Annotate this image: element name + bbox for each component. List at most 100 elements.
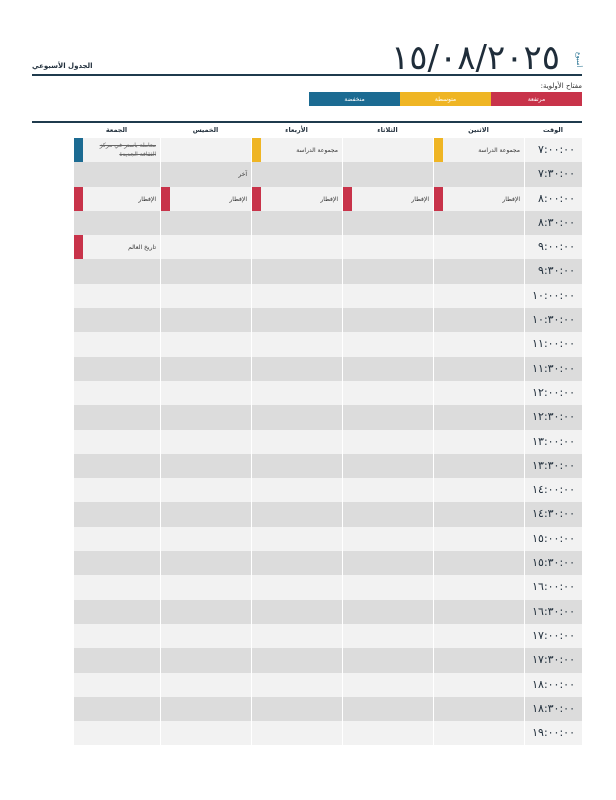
- slot-wednesday[interactable]: [251, 356, 342, 381]
- slot-wednesday[interactable]: [251, 721, 342, 746]
- slot-friday[interactable]: [73, 453, 160, 479]
- slot-thursday[interactable]: [160, 429, 251, 454]
- slot-thursday[interactable]: [160, 210, 251, 236]
- slot-friday[interactable]: [73, 623, 160, 649]
- slot-thursday[interactable]: [160, 453, 251, 479]
- slot-monday[interactable]: [433, 672, 524, 697]
- slot-tuesday[interactable]: [342, 405, 433, 430]
- slot-monday[interactable]: [433, 162, 524, 187]
- slot-thursday[interactable]: [160, 478, 251, 503]
- slot-monday[interactable]: [433, 599, 524, 624]
- slot-wednesday[interactable]: الإفطار: [251, 186, 342, 211]
- slot-friday[interactable]: [73, 356, 160, 381]
- slot-monday[interactable]: [433, 526, 524, 552]
- slot-tuesday[interactable]: [342, 259, 433, 284]
- slot-monday[interactable]: [433, 575, 524, 600]
- slot-monday[interactable]: [433, 332, 524, 357]
- slot-tuesday[interactable]: [342, 283, 433, 309]
- slot-wednesday[interactable]: [251, 672, 342, 697]
- slot-thursday[interactable]: [160, 380, 251, 406]
- slot-friday[interactable]: معاملة باستر في مركز الثقافة الجديدة: [73, 138, 160, 163]
- slot-friday[interactable]: [73, 696, 160, 722]
- slot-thursday[interactable]: [160, 599, 251, 624]
- slot-wednesday[interactable]: مجموعة الدراسة: [251, 138, 342, 163]
- slot-tuesday[interactable]: [342, 308, 433, 333]
- slot-tuesday[interactable]: [342, 478, 433, 503]
- slot-thursday[interactable]: [160, 526, 251, 552]
- slot-monday[interactable]: [433, 551, 524, 576]
- slot-friday[interactable]: [73, 599, 160, 624]
- slot-monday[interactable]: مجموعة الدراسة: [433, 138, 524, 163]
- slot-friday[interactable]: [73, 210, 160, 236]
- slot-monday[interactable]: [433, 721, 524, 746]
- slot-tuesday[interactable]: [342, 235, 433, 260]
- slot-wednesday[interactable]: [251, 696, 342, 722]
- slot-thursday[interactable]: [160, 551, 251, 576]
- slot-friday[interactable]: [73, 308, 160, 333]
- slot-tuesday[interactable]: [342, 526, 433, 552]
- slot-wednesday[interactable]: [251, 478, 342, 503]
- slot-monday[interactable]: [433, 283, 524, 309]
- slot-tuesday[interactable]: [342, 648, 433, 673]
- slot-monday[interactable]: [433, 623, 524, 649]
- slot-tuesday[interactable]: [342, 599, 433, 624]
- slot-thursday[interactable]: [160, 283, 251, 309]
- slot-monday[interactable]: [433, 210, 524, 236]
- slot-thursday[interactable]: [160, 721, 251, 746]
- slot-tuesday[interactable]: الإفطار: [342, 186, 433, 211]
- slot-thursday[interactable]: [160, 138, 251, 163]
- slot-friday[interactable]: [73, 721, 160, 746]
- slot-monday[interactable]: الإفطار: [433, 186, 524, 211]
- slot-tuesday[interactable]: [342, 502, 433, 527]
- slot-wednesday[interactable]: [251, 210, 342, 236]
- slot-monday[interactable]: [433, 405, 524, 430]
- slot-thursday[interactable]: [160, 356, 251, 381]
- slot-tuesday[interactable]: [342, 721, 433, 746]
- slot-wednesday[interactable]: [251, 380, 342, 406]
- slot-tuesday[interactable]: [342, 575, 433, 600]
- slot-friday[interactable]: [73, 575, 160, 600]
- slot-wednesday[interactable]: [251, 648, 342, 673]
- slot-friday[interactable]: [73, 478, 160, 503]
- slot-thursday[interactable]: [160, 575, 251, 600]
- slot-friday[interactable]: [73, 648, 160, 673]
- slot-friday[interactable]: [73, 332, 160, 357]
- slot-monday[interactable]: [433, 453, 524, 479]
- slot-tuesday[interactable]: [342, 356, 433, 381]
- date-display[interactable]: ١٥/٠٨/٢٠٢٥: [390, 38, 560, 78]
- slot-monday[interactable]: [433, 235, 524, 260]
- slot-thursday[interactable]: [160, 648, 251, 673]
- slot-monday[interactable]: [433, 308, 524, 333]
- slot-thursday[interactable]: [160, 235, 251, 260]
- slot-friday[interactable]: الإفطار: [73, 186, 160, 211]
- slot-thursday[interactable]: [160, 332, 251, 357]
- slot-wednesday[interactable]: [251, 235, 342, 260]
- slot-wednesday[interactable]: [251, 405, 342, 430]
- slot-monday[interactable]: [433, 356, 524, 381]
- slot-wednesday[interactable]: [251, 283, 342, 309]
- slot-friday[interactable]: [73, 162, 160, 187]
- slot-thursday[interactable]: آخر: [160, 162, 251, 187]
- slot-monday[interactable]: [433, 478, 524, 503]
- slot-tuesday[interactable]: [342, 380, 433, 406]
- slot-monday[interactable]: [433, 429, 524, 454]
- slot-tuesday[interactable]: [342, 162, 433, 187]
- slot-wednesday[interactable]: [251, 259, 342, 284]
- slot-thursday[interactable]: [160, 308, 251, 333]
- slot-tuesday[interactable]: [342, 138, 433, 163]
- slot-friday[interactable]: [73, 429, 160, 454]
- slot-friday[interactable]: تاريخ العالم: [73, 235, 160, 260]
- slot-thursday[interactable]: [160, 405, 251, 430]
- slot-friday[interactable]: [73, 502, 160, 527]
- slot-tuesday[interactable]: [342, 551, 433, 576]
- slot-wednesday[interactable]: [251, 429, 342, 454]
- slot-monday[interactable]: [433, 502, 524, 527]
- slot-wednesday[interactable]: [251, 162, 342, 187]
- slot-tuesday[interactable]: [342, 429, 433, 454]
- slot-thursday[interactable]: [160, 502, 251, 527]
- slot-wednesday[interactable]: [251, 575, 342, 600]
- slot-friday[interactable]: [73, 526, 160, 552]
- slot-monday[interactable]: [433, 648, 524, 673]
- slot-thursday[interactable]: [160, 259, 251, 284]
- slot-wednesday[interactable]: [251, 453, 342, 479]
